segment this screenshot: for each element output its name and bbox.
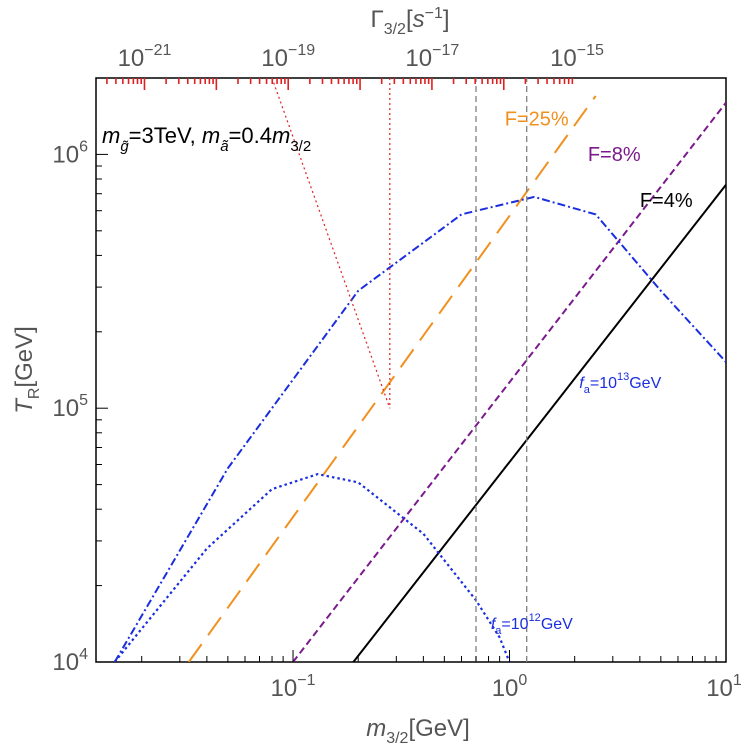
top-tick-label: 10−15 bbox=[550, 42, 604, 72]
y-tick-label: 105 bbox=[52, 392, 88, 422]
parameter-annotation: mg̃=3TeV, mã=0.4m3/2 bbox=[102, 123, 311, 155]
top-tick-label: 10−17 bbox=[405, 42, 459, 72]
series-red-dotted-upper bbox=[271, 78, 391, 409]
x-tick-label: 10−1 bbox=[271, 672, 316, 702]
label-f4: F=4% bbox=[640, 190, 693, 212]
x-axis-label: m3/2[GeV] bbox=[366, 715, 470, 746]
ticks-layer bbox=[96, 77, 727, 663]
x-tick-label: 101 bbox=[706, 672, 742, 702]
fa13-label: fa=1013GeV bbox=[579, 371, 661, 396]
series-f-a-10-13-gev bbox=[113, 195, 726, 662]
label-f25: F=25% bbox=[505, 108, 569, 130]
series-f-8- bbox=[292, 101, 726, 662]
x-tick-label: 100 bbox=[492, 672, 528, 702]
top-axis-label: Γ3/2[s−1] bbox=[370, 5, 449, 38]
top-tick-label: 10−21 bbox=[118, 42, 172, 72]
top-tick-label: 10−19 bbox=[261, 42, 315, 72]
series-f-25- bbox=[187, 95, 597, 662]
fa12-label: fa=1012GeV bbox=[491, 612, 573, 637]
y-tick-label: 106 bbox=[52, 138, 88, 168]
series-f-4- bbox=[352, 184, 726, 662]
series-layer bbox=[113, 78, 726, 662]
y-axis-label: TR[GeV] bbox=[11, 326, 43, 414]
y-tick-label: 104 bbox=[52, 646, 88, 676]
series-f-a-10-12-gev bbox=[113, 472, 511, 662]
label-f8: F=8% bbox=[588, 144, 641, 166]
